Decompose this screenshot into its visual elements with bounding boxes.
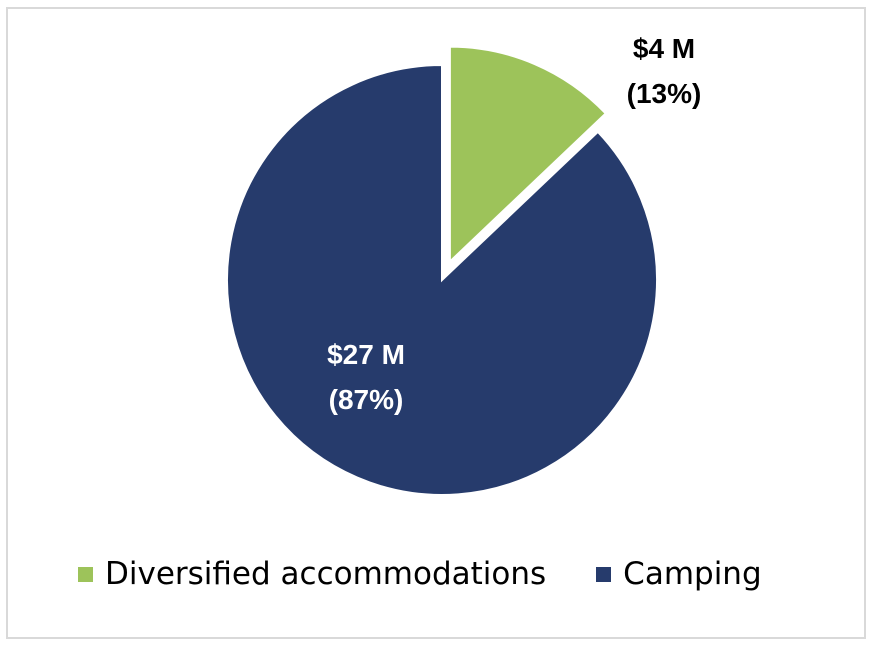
data-label-percent-camping: (87%) xyxy=(329,384,404,415)
pie-slice-diversified xyxy=(448,45,608,264)
data-label-value-camping: $27 M xyxy=(327,339,405,370)
legend-label-diversified: Diversified accommodations xyxy=(105,556,547,592)
legend-swatch-camping xyxy=(596,566,612,582)
legend-item-diversified: Diversified accommodations xyxy=(78,556,546,592)
legend-label-camping: Camping xyxy=(623,556,762,592)
pie-slice-camping xyxy=(226,63,658,496)
pie-slices xyxy=(226,45,658,496)
data-label-percent-diversified: (13%) xyxy=(627,78,702,109)
legend-item-camping: Camping xyxy=(596,556,762,592)
legend: Diversified accommodations Camping xyxy=(78,556,812,592)
data-label-value-diversified: $4 M xyxy=(633,33,695,64)
pie-labels: $4 M (13%) $27 M (87%) xyxy=(327,33,701,415)
legend-swatch-diversified xyxy=(78,566,93,582)
